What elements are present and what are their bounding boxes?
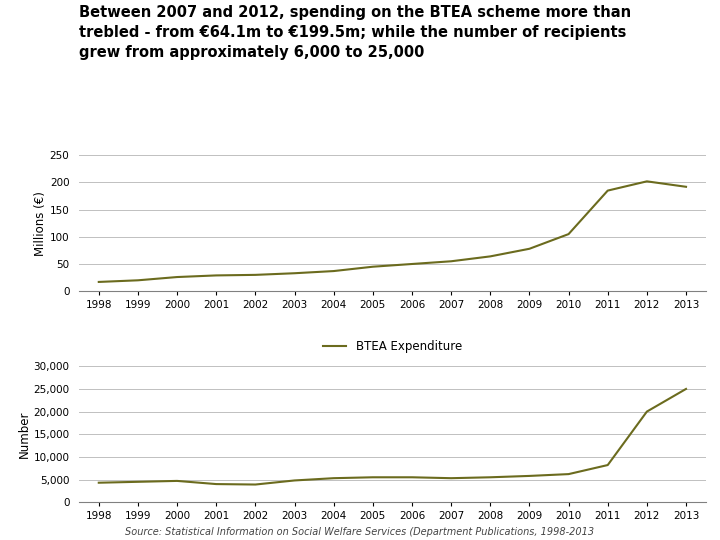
Text: Source: Statistical Information on Social Welfare Services (Department Publicati: Source: Statistical Information on Socia…	[125, 527, 595, 537]
BTEA Recipients	[212, 481, 220, 487]
BTEA Expenditure	[682, 184, 690, 190]
BTEA Expenditure	[212, 272, 220, 279]
Line: BTEA Expenditure: BTEA Expenditure	[99, 181, 686, 282]
BTEA Recipients	[564, 471, 573, 477]
BTEA Expenditure	[290, 270, 299, 276]
BTEA Recipients	[525, 472, 534, 479]
Y-axis label: Millions (€): Millions (€)	[34, 191, 47, 255]
BTEA Expenditure	[251, 272, 260, 278]
BTEA Expenditure	[486, 253, 495, 260]
BTEA Recipients	[94, 480, 103, 486]
BTEA Recipients	[682, 386, 690, 392]
BTEA Recipients	[134, 478, 143, 485]
BTEA Recipients	[369, 474, 377, 481]
BTEA Expenditure	[369, 264, 377, 270]
BTEA Expenditure	[329, 268, 338, 274]
Legend: BTEA Expenditure: BTEA Expenditure	[318, 335, 467, 357]
BTEA Expenditure	[134, 277, 143, 284]
BTEA Recipients	[447, 475, 456, 482]
BTEA Recipients	[173, 478, 181, 484]
BTEA Expenditure	[525, 246, 534, 252]
Line: BTEA Recipients: BTEA Recipients	[99, 389, 686, 484]
BTEA Recipients	[329, 475, 338, 482]
BTEA Recipients	[642, 408, 651, 415]
BTEA Expenditure	[603, 187, 612, 194]
BTEA Expenditure	[642, 178, 651, 185]
BTEA Recipients	[251, 481, 260, 488]
BTEA Recipients	[290, 477, 299, 484]
BTEA Recipients	[486, 474, 495, 481]
BTEA Expenditure	[94, 279, 103, 285]
BTEA Recipients	[603, 462, 612, 468]
Y-axis label: Number: Number	[17, 410, 30, 458]
BTEA Recipients	[408, 474, 416, 481]
BTEA Expenditure	[564, 231, 573, 238]
BTEA Expenditure	[408, 261, 416, 267]
BTEA Expenditure	[447, 258, 456, 265]
Text: Between 2007 and 2012, spending on the BTEA scheme more than
trebled - from €64.: Between 2007 and 2012, spending on the B…	[79, 5, 631, 60]
BTEA Expenditure	[173, 274, 181, 280]
